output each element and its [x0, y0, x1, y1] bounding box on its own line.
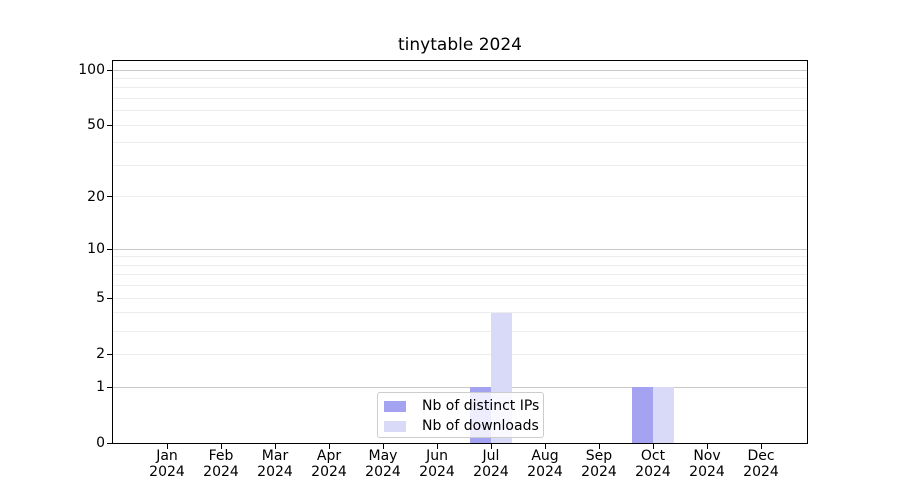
x-label-year: 2024: [527, 464, 563, 480]
x-tickmark: [382, 444, 384, 449]
legend-label-distinct-ips: Nb of distinct IPs: [422, 398, 540, 414]
x-tickmark: [544, 444, 546, 449]
minor-gridline: [113, 256, 807, 258]
x-tickmark: [328, 444, 330, 449]
x-label-year: 2024: [419, 464, 455, 480]
y-tick-label: 100: [78, 62, 105, 78]
x-tickmark: [274, 444, 276, 449]
x-label-year: 2024: [365, 464, 401, 480]
plot-area: [112, 60, 808, 444]
y-tick-label: 2: [96, 346, 105, 363]
major-gridline: [113, 69, 807, 71]
x-label-month: Jun: [426, 448, 448, 464]
x-label-month: Aug: [531, 448, 559, 464]
minor-gridline: [113, 87, 807, 89]
y-tick-label: 50: [87, 117, 105, 134]
x-label-month: Mar: [261, 448, 289, 464]
legend-label-downloads: Nb of downloads: [422, 418, 539, 434]
x-label-month: Jul: [482, 448, 500, 464]
x-label-year: 2024: [635, 464, 671, 480]
y-tick-label: 10: [87, 241, 105, 258]
x-tickmark: [706, 444, 708, 449]
legend-swatch-downloads-icon: [384, 420, 406, 432]
y-tick-label: 1: [96, 379, 105, 395]
minor-gridline: [113, 264, 807, 266]
x-tick-label-jun: Jun 2024: [409, 448, 465, 480]
minor-gridline: [113, 297, 807, 299]
bar-distinct-ips-oct: [632, 387, 653, 443]
x-label-month: Apr: [316, 448, 342, 464]
x-label-year: 2024: [311, 464, 347, 480]
x-label-month: Dec: [747, 448, 775, 464]
x-tickmark: [490, 444, 492, 449]
minor-gridline: [113, 330, 807, 332]
x-label-year: 2024: [149, 464, 185, 480]
legend: Nb of distinct IPs Nb of downloads: [377, 392, 544, 438]
x-label-month: Jan: [156, 448, 178, 464]
minor-gridline: [113, 285, 807, 287]
x-tickmark: [598, 444, 600, 449]
x-tick-label-jan: Jan 2024: [139, 448, 195, 480]
minor-gridline: [113, 165, 807, 166]
minor-gridline: [113, 124, 807, 126]
x-label-year: 2024: [257, 464, 293, 480]
x-tick-label-nov: Nov 2024: [679, 448, 735, 480]
minor-gridline: [113, 110, 807, 112]
minor-gridline: [113, 77, 807, 79]
bar-downloads-oct: [653, 387, 674, 443]
chart-title: tinytable 2024: [398, 35, 522, 55]
x-label-year: 2024: [743, 464, 779, 480]
y-tickmark: [107, 196, 112, 198]
major-gridline: [113, 248, 807, 250]
x-label-year: 2024: [581, 464, 617, 480]
legend-item-downloads: Nb of downloads: [384, 416, 539, 436]
x-tick-label-mar: Mar 2024: [247, 448, 303, 480]
x-label-month: Feb: [208, 448, 234, 464]
x-tick-label-dec: Dec 2024: [733, 448, 789, 480]
minor-gridline: [113, 98, 807, 99]
x-tick-label-may: May 2024: [355, 448, 411, 480]
x-tickmark: [166, 444, 168, 449]
major-gridline: [113, 386, 807, 388]
x-label-month: Oct: [640, 448, 666, 464]
y-tickmark: [107, 124, 112, 126]
legend-swatch-distinct-ips-icon: [384, 400, 406, 412]
x-label-year: 2024: [203, 464, 239, 480]
y-tickmark: [107, 297, 112, 299]
y-tickmark: [107, 442, 112, 444]
x-label-year: 2024: [689, 464, 725, 480]
x-tickmark: [436, 444, 438, 449]
x-tick-label-feb: Feb 2024: [193, 448, 249, 480]
x-tickmark: [220, 444, 222, 449]
y-tick-label: 5: [96, 290, 105, 307]
minor-gridline: [113, 312, 807, 314]
x-label-month: Sep: [585, 448, 613, 464]
minor-gridline: [113, 274, 807, 276]
x-label-month: Nov: [693, 448, 721, 464]
minor-gridline: [113, 196, 807, 198]
y-tickmark: [107, 353, 112, 355]
y-tickmark: [107, 386, 112, 388]
legend-item-distinct-ips: Nb of distinct IPs: [384, 396, 540, 416]
x-tick-label-sep: Sep 2024: [571, 448, 627, 480]
x-tickmark: [652, 444, 654, 449]
x-tick-label-oct: Oct 2024: [625, 448, 681, 480]
x-label-month: May: [368, 448, 398, 464]
minor-gridline: [113, 142, 807, 144]
y-tickmark: [107, 248, 112, 250]
x-tickmark: [760, 444, 762, 449]
y-tick-label: 0: [96, 435, 105, 451]
y-tickmark: [107, 69, 112, 71]
y-tick-label: 20: [87, 188, 105, 205]
x-label-year: 2024: [473, 464, 509, 480]
minor-gridline: [113, 353, 807, 355]
x-tick-label-aug: Aug 2024: [517, 448, 573, 480]
x-tick-label-jul: Jul 2024: [463, 448, 519, 480]
x-tick-label-apr: Apr 2024: [301, 448, 357, 480]
